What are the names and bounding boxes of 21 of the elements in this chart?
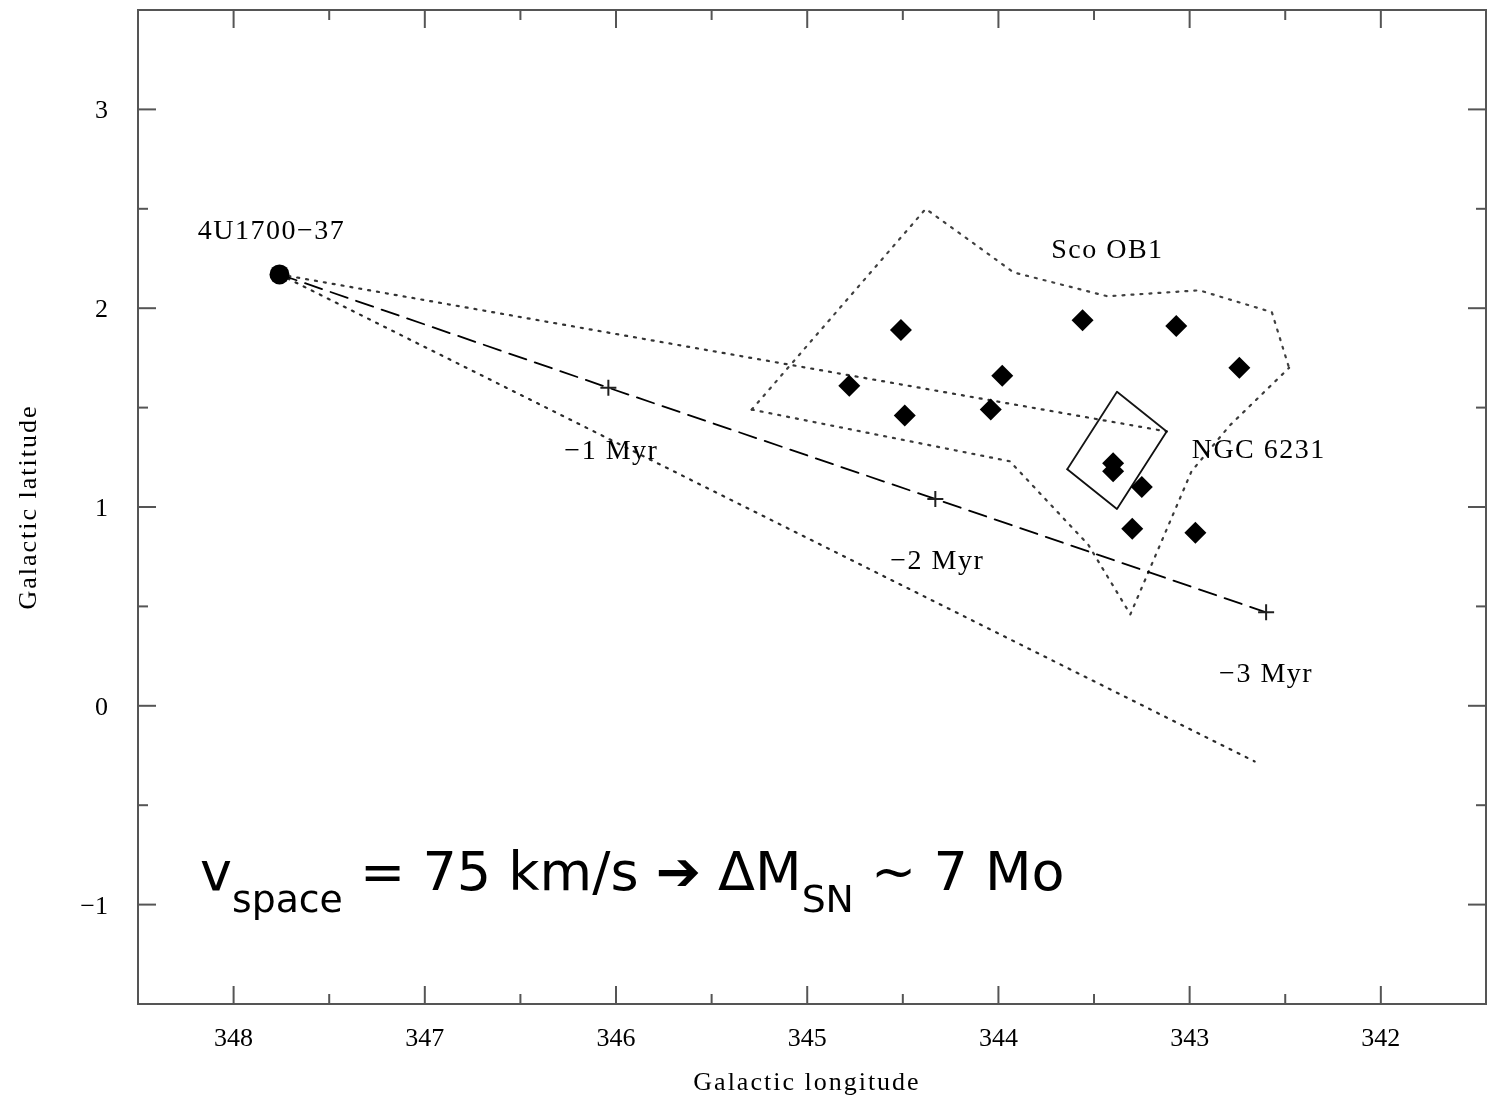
y-tick-label: 2 <box>95 294 108 324</box>
annotation: −2 Myr <box>890 544 985 576</box>
annotation: 4U1700−37 <box>197 214 346 246</box>
x-tick-label: 345 <box>787 1023 827 1052</box>
annotation: Sco OB1 <box>1051 233 1164 265</box>
annotation: v$_{space}$ = 75 km/s ➔ ΔM$_{SN}$ ~ 7 Mo <box>200 840 1065 921</box>
x-tick-label: 348 <box>214 1023 254 1052</box>
y-tick-label: 3 <box>95 95 108 125</box>
y-axis-title: Galactic latitude <box>13 404 42 610</box>
annotation: −3 Myr <box>1219 657 1314 689</box>
x-axis-title: Galactic longitude <box>693 1067 921 1096</box>
annotation: −1 Myr <box>564 433 659 465</box>
x-tick-label: 344 <box>978 1023 1018 1052</box>
annotation: NGC 6231 <box>1191 433 1326 465</box>
y-tick-label: −1 <box>80 890 108 920</box>
x-tick-label: 347 <box>405 1023 445 1052</box>
x-tick-label: 346 <box>596 1023 636 1052</box>
x-tick-label: 343 <box>1170 1023 1210 1052</box>
x-tick-label: 342 <box>1361 1023 1401 1052</box>
y-tick-label: 0 <box>95 691 108 721</box>
y-tick-label: 1 <box>95 493 108 522</box>
